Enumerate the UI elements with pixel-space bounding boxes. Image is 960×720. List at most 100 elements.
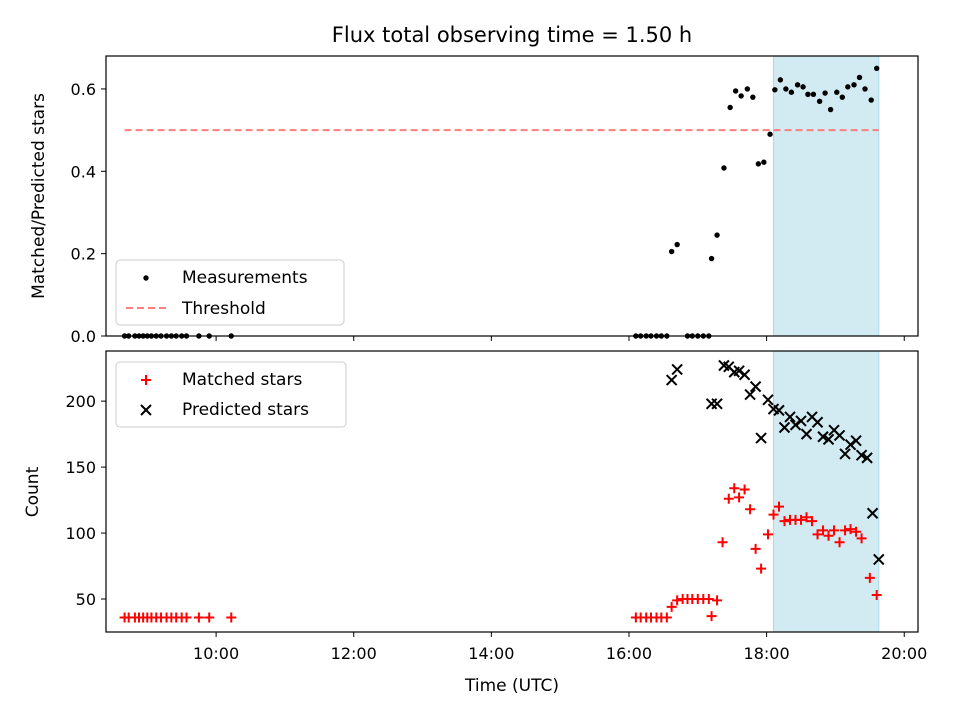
measurement-point — [708, 255, 715, 262]
legend-matched-marker — [141, 375, 151, 385]
matched-star-point — [712, 595, 723, 606]
matched-star-point — [666, 601, 677, 612]
axes-frame — [105, 350, 919, 633]
matched-star-point — [807, 516, 818, 527]
predicted-star-point — [800, 428, 813, 440]
measurement-point — [767, 131, 773, 137]
matched-star-point — [840, 525, 851, 536]
measurement-point — [777, 77, 784, 83]
matched-star-point — [762, 529, 773, 540]
matched-star-point — [818, 525, 829, 536]
matched-star-point — [834, 537, 845, 548]
x-tick-label: 18:00 — [744, 644, 790, 663]
measurement-point — [744, 86, 751, 92]
legend-label-threshold: Threshold — [181, 299, 266, 319]
matched-star-point — [779, 516, 790, 527]
measurement-point — [856, 74, 863, 81]
measurement-point — [800, 84, 806, 90]
measurement-point — [721, 165, 727, 171]
measurement-point — [794, 82, 801, 88]
x-tick-label: 16:00 — [606, 644, 652, 663]
legend-box — [115, 259, 345, 326]
matched-star-point — [864, 572, 875, 583]
measurement-point — [772, 87, 778, 93]
predicted-star-point — [744, 388, 756, 401]
predicted-star-point — [861, 452, 873, 464]
measurement-point — [834, 89, 840, 95]
matched-star-point — [717, 537, 728, 548]
measurement-point — [839, 94, 846, 100]
top-plot: 0.0 0.2 0.4 0.6 Measurements Threshold — [71, 55, 919, 346]
matched-star-point — [796, 514, 807, 525]
measurement-point — [755, 161, 762, 167]
matched-star-point — [823, 530, 834, 541]
predicted-star-point — [784, 411, 796, 423]
measurement-point — [668, 248, 675, 255]
predicted-star-point — [822, 433, 835, 446]
matched-star-point — [871, 590, 882, 601]
predicted-star-point — [817, 431, 829, 443]
measurement-point — [783, 86, 789, 92]
legend-predicted-marker — [140, 404, 152, 416]
measurement-point — [714, 232, 720, 238]
matched-star-point — [773, 501, 784, 512]
measurement-point — [674, 241, 680, 248]
measurement-point — [845, 84, 851, 90]
matched-star-point — [204, 612, 215, 623]
predicted-star-point — [778, 421, 791, 434]
measurement-point — [816, 98, 823, 104]
predicted-star-point — [844, 438, 857, 451]
y-tick-label: 0.2 — [71, 245, 96, 264]
matched-star-point — [829, 525, 840, 536]
matched-star-point — [181, 612, 192, 623]
x-tick-label: 12:00 — [331, 644, 377, 663]
matched-star-point — [756, 563, 767, 574]
predicted-star-point — [839, 448, 851, 460]
predicted-star-point — [733, 365, 745, 377]
legend-box — [115, 361, 347, 428]
measurement-point — [732, 88, 739, 94]
predicted-star-point — [671, 363, 683, 376]
predicted-star-point — [795, 415, 807, 427]
axes-frame — [105, 55, 919, 337]
matched-star-point — [851, 526, 862, 537]
legend-label-measurements: Measurements — [182, 268, 308, 288]
top-ylabel: Matched/Predicted stars — [29, 93, 49, 299]
matched-star-point — [739, 484, 750, 495]
measurement-point — [874, 65, 880, 72]
matched-star-point — [193, 612, 204, 623]
legend: Measurements Threshold — [115, 259, 345, 326]
predicted-star-point — [705, 398, 718, 410]
matched-star-point — [729, 483, 740, 494]
predicted-star-point — [811, 416, 824, 428]
x-tick-label: 20:00 — [881, 644, 927, 663]
y-tick-label: 150 — [65, 458, 96, 477]
bottom-ylabel: Count — [23, 466, 43, 517]
y-tick-label: 0.4 — [71, 162, 96, 181]
predicted-star-point — [762, 394, 774, 406]
matched-star-point — [661, 612, 672, 623]
legend: Matched stars Predicted stars — [115, 361, 347, 428]
predicted-star-point — [749, 380, 762, 393]
chart-title: Flux total observing time = 1.50 h — [332, 23, 692, 47]
measurement-point — [822, 90, 828, 96]
x-tick-label: 10:00 — [193, 644, 239, 663]
measurement-point — [727, 104, 733, 111]
matched-star-point — [226, 612, 237, 623]
matched-star-point — [745, 504, 756, 515]
predicted-star-point — [866, 507, 879, 519]
predicted-star-point — [738, 369, 751, 381]
legend-label-predicted: Predicted stars — [182, 400, 309, 420]
measurement-point — [810, 91, 817, 97]
predicted-star-point — [773, 404, 785, 417]
matched-star-point — [750, 543, 761, 554]
measurement-point — [788, 89, 795, 95]
shaded-interval — [772, 350, 880, 633]
matched-star-point — [706, 611, 717, 622]
measurement-point — [862, 86, 868, 92]
measurement-point — [750, 94, 756, 100]
matched-star-point — [768, 509, 779, 520]
measurement-point — [761, 159, 767, 165]
predicted-star-point — [755, 432, 767, 444]
